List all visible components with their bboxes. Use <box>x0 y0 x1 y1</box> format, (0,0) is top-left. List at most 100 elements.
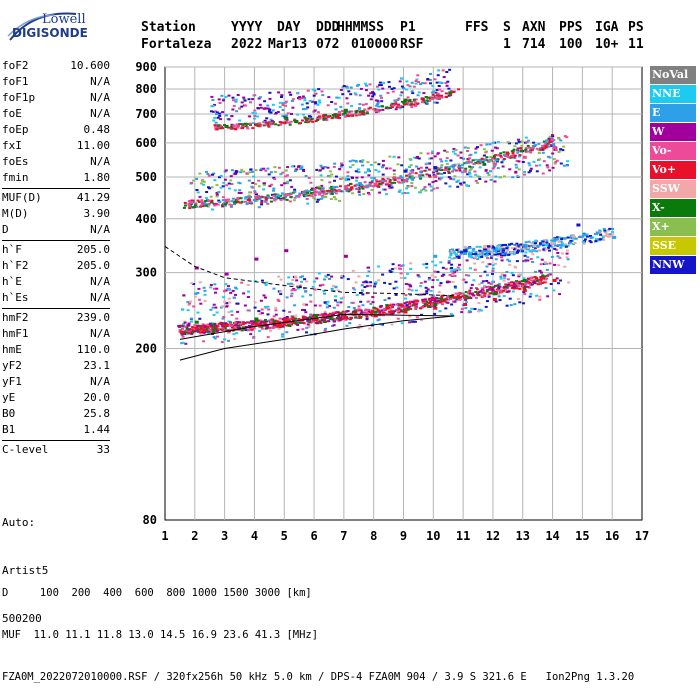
echo-trace <box>343 115 347 118</box>
echo-scatter <box>440 274 444 277</box>
echo-scatter <box>366 191 370 194</box>
echo-scatter <box>486 257 490 260</box>
param-row: hmF2 239.0 <box>2 310 110 326</box>
echo-scatter <box>290 185 294 188</box>
echo-scatter <box>429 289 433 292</box>
echo-trace <box>222 324 226 327</box>
echo-scatter <box>340 162 343 165</box>
echo-trace <box>214 328 217 331</box>
echo-trace <box>332 320 336 323</box>
echo-trace <box>224 203 228 206</box>
echo-scatter <box>450 263 454 266</box>
echo-trace <box>268 123 272 126</box>
echo-scatter <box>214 110 218 113</box>
echo-trace <box>314 120 318 123</box>
echo-trace <box>571 237 575 240</box>
echo-trace <box>544 240 548 243</box>
echo-scatter <box>216 116 220 119</box>
echo-trace <box>465 297 469 300</box>
echo-trace <box>503 288 507 291</box>
echo-scatter <box>209 308 213 311</box>
echo-trace <box>302 194 306 197</box>
echo-scatter <box>392 287 396 290</box>
echo-scatter <box>293 304 297 307</box>
echo-scatter <box>426 152 430 155</box>
echo-trace <box>440 294 444 297</box>
echo-scatter <box>300 165 304 168</box>
echo-scatter <box>328 278 331 280</box>
echo-scatter <box>545 139 549 142</box>
param-row: B0 25.8 <box>2 406 110 422</box>
echo-trace <box>541 144 545 147</box>
echo-scatter <box>388 155 392 158</box>
echo-scatter <box>242 170 246 173</box>
echo-trace <box>214 202 218 205</box>
echo-scatter <box>305 280 309 283</box>
echo-scatter <box>403 277 407 279</box>
echo-trace <box>266 194 270 197</box>
echo-trace <box>233 324 237 327</box>
echo-scatter <box>292 199 296 202</box>
echo-scatter <box>551 134 554 137</box>
echo-scatter <box>279 290 283 293</box>
echo-trace <box>387 183 391 186</box>
echo-scatter <box>318 304 322 307</box>
echo-scatter <box>249 333 253 336</box>
echo-trace <box>499 244 503 247</box>
echo-trace <box>208 329 212 331</box>
echo-trace <box>521 285 525 288</box>
echo-trace <box>177 325 181 328</box>
echo-scatter <box>494 258 498 261</box>
echo-trace <box>550 139 554 142</box>
echo-scatter <box>433 270 437 273</box>
echo-trace <box>400 100 404 103</box>
echo-scatter <box>484 305 488 308</box>
echo-scatter <box>334 295 338 298</box>
echo-trace <box>333 188 337 191</box>
echo-scatter <box>387 81 391 84</box>
echo-scatter <box>277 91 281 94</box>
echo-scatter <box>339 105 343 108</box>
echo-scatter <box>216 335 219 338</box>
echo-trace <box>505 249 509 252</box>
echo-scatter <box>228 187 232 190</box>
echo-trace <box>476 161 480 163</box>
echo-scatter <box>388 187 392 189</box>
echo-trace <box>278 317 282 320</box>
echo-trace <box>418 174 422 177</box>
echo-scatter <box>489 156 493 158</box>
echo-trace <box>371 309 374 312</box>
echo-trace <box>480 252 484 255</box>
echo-trace <box>451 164 455 167</box>
echo-scatter <box>447 176 451 179</box>
echo-trace <box>292 322 296 325</box>
x-tick-label: 6 <box>310 529 317 543</box>
echo-scatter <box>487 295 491 298</box>
echo-scatter <box>392 87 396 90</box>
echo-scatter <box>468 157 472 160</box>
echo-scatter <box>406 84 410 87</box>
echo-scatter <box>302 303 306 306</box>
echo-scatter <box>341 177 345 180</box>
echo-scatter <box>259 299 263 302</box>
echo-trace <box>527 245 531 248</box>
echo-trace <box>328 312 332 315</box>
echo-trace <box>311 320 314 323</box>
echo-scatter <box>377 163 381 166</box>
echo-trace <box>526 286 530 288</box>
echo-scatter <box>205 170 208 173</box>
echo-scatter <box>304 290 308 293</box>
param-row: foF1p N/A <box>2 90 110 106</box>
echo-trace <box>487 294 491 297</box>
header-value-2: Mar13 <box>268 37 308 52</box>
echo-trace <box>246 196 250 199</box>
echo-trace <box>512 287 516 290</box>
echo-scatter <box>314 92 318 95</box>
echo-trace <box>517 280 521 283</box>
echo-trace <box>458 298 462 301</box>
echo-scatter <box>348 160 352 163</box>
echo-scatter <box>328 175 332 178</box>
echo-scatter <box>272 187 276 190</box>
echo-scatter <box>268 108 272 111</box>
echo-scatter <box>453 271 456 274</box>
